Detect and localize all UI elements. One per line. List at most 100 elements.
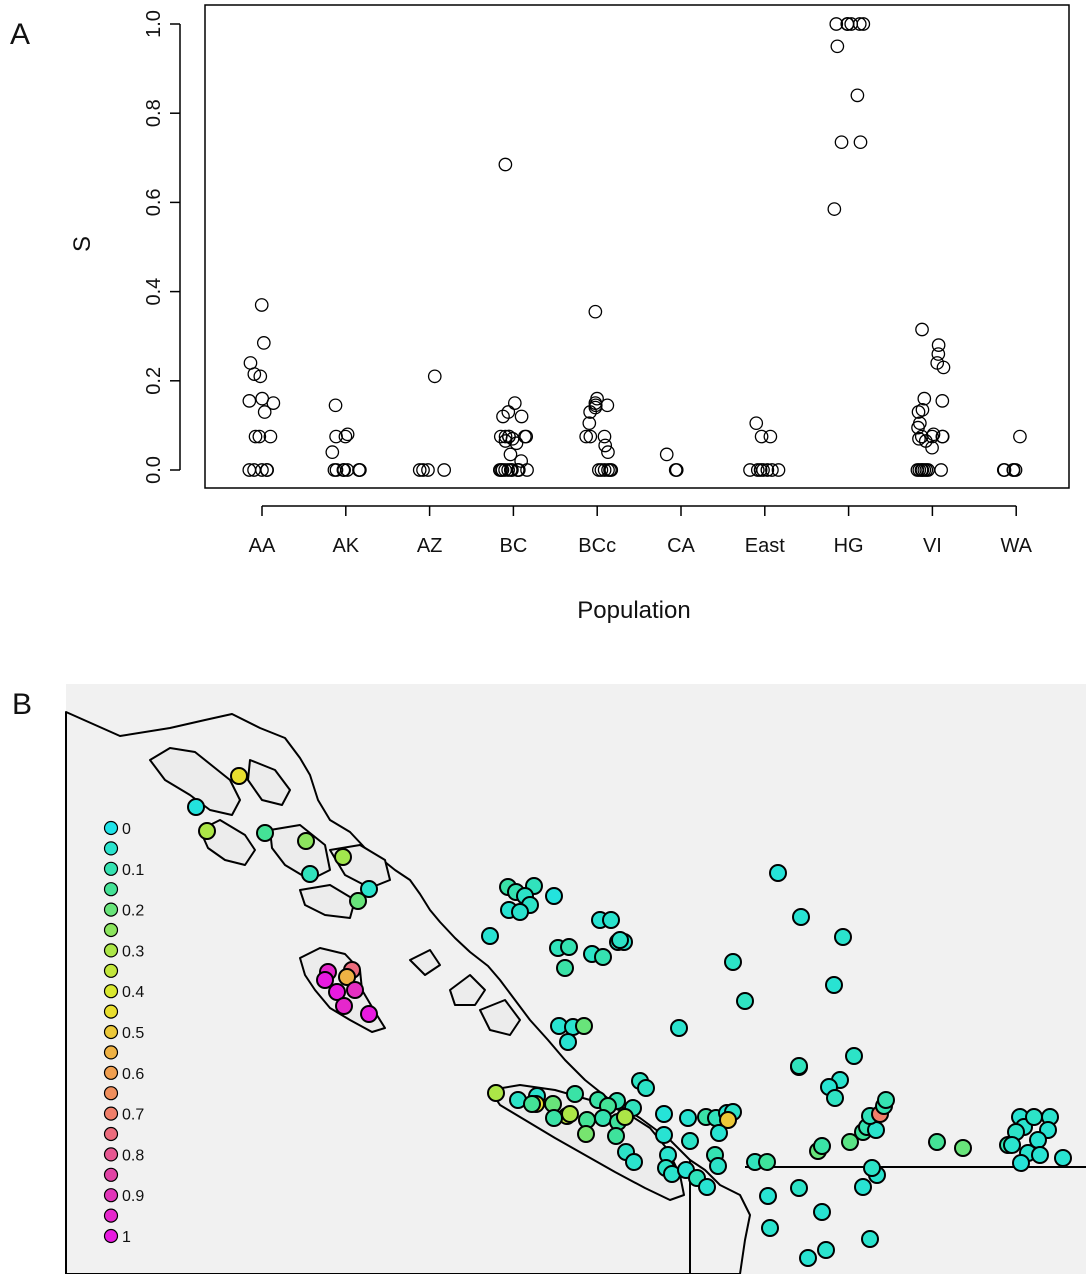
sample-point (230, 767, 248, 785)
data-point (579, 429, 594, 444)
sample-point (861, 1230, 879, 1248)
data-point (338, 429, 353, 444)
data-point (597, 463, 612, 477)
sample-point (858, 1118, 876, 1136)
sample-point (566, 1085, 584, 1103)
sample-point (556, 959, 574, 977)
sample-point (578, 1111, 596, 1129)
data-point (510, 463, 525, 477)
data-point (336, 463, 351, 477)
sample-point (301, 865, 319, 883)
data-point (600, 398, 615, 413)
sample-point (527, 1095, 545, 1113)
legend-label: 0.4 (122, 984, 144, 1001)
sample-point (698, 1178, 716, 1196)
data-point (601, 445, 615, 460)
sample-point (334, 848, 352, 866)
data-point (242, 394, 257, 408)
legend-swatch (103, 943, 119, 958)
legend-swatch (103, 841, 119, 856)
x-tick-label: East (745, 535, 785, 557)
x-axis-label: Population (577, 597, 690, 624)
data-point (498, 157, 513, 172)
legend-label: 1 (122, 1229, 131, 1246)
data-point (266, 396, 281, 410)
sample-point (813, 1203, 831, 1221)
sample-point (360, 1005, 378, 1023)
sample-point (799, 1249, 817, 1267)
sample-point (360, 880, 378, 898)
sample-point (544, 1095, 562, 1113)
sample-point (1039, 1121, 1057, 1139)
legend-swatch (103, 1045, 119, 1060)
sample-point (736, 992, 754, 1010)
data-point (754, 429, 769, 444)
legend-label: 0.1 (122, 862, 144, 879)
data-point (253, 369, 268, 384)
sample-point (761, 1219, 779, 1237)
sample-point (545, 887, 563, 905)
sample-point (591, 911, 609, 929)
sample-point (759, 1187, 777, 1205)
plot-frame (204, 4, 1070, 489)
sample-point (657, 1159, 675, 1177)
sample-point (625, 1153, 643, 1171)
data-point (340, 427, 355, 442)
legend-swatch (103, 1065, 119, 1080)
sample-point (338, 968, 356, 986)
legend-swatch (103, 1024, 119, 1040)
data-point (325, 445, 340, 460)
sample-point (697, 1108, 715, 1126)
legend-swatch (103, 1086, 119, 1101)
data-point (935, 429, 950, 444)
data-point (911, 420, 925, 435)
data-point (329, 429, 343, 444)
sample-point (577, 1125, 595, 1143)
data-point (840, 17, 855, 31)
sample-point (758, 1153, 776, 1171)
strip-chart: 0.0 0.2 0.4 0.6 0.8 1.0 AA AK AZ BC BCc CA East HG VI… (69, 4, 1070, 624)
sample-point (500, 901, 518, 919)
sample-point (999, 1136, 1017, 1154)
data-point (509, 436, 524, 451)
data-point (669, 463, 684, 477)
sample-point (790, 1179, 808, 1197)
data-point (247, 367, 262, 381)
legend-label: 0 (122, 821, 131, 838)
sample-point (550, 1017, 568, 1035)
sample-point (1011, 1108, 1029, 1126)
legend-swatch (103, 1167, 119, 1182)
data-point (910, 463, 925, 477)
legend-swatch (103, 1208, 119, 1223)
sample-point (509, 1091, 527, 1109)
sample-point (954, 1139, 972, 1157)
sample-point (719, 1111, 737, 1129)
data-point (501, 463, 515, 477)
x-tick-label: CA (667, 535, 695, 557)
sample-point (487, 1084, 505, 1102)
sample-point (1012, 1154, 1030, 1172)
sample-point (328, 983, 346, 1001)
sample-point (549, 939, 567, 957)
data-point (919, 463, 934, 477)
data-point (917, 391, 932, 406)
data-point (763, 429, 778, 444)
data-point (601, 463, 615, 477)
sample-point (928, 1133, 946, 1151)
sample-point (825, 976, 843, 994)
data-point (514, 409, 529, 424)
data-point (597, 429, 612, 444)
sample-point (564, 1018, 582, 1036)
data-point (829, 17, 844, 31)
sample-point (709, 1157, 727, 1175)
sample-point (594, 948, 612, 966)
data-point (749, 416, 764, 431)
sample-point (525, 877, 543, 895)
sample-point (817, 1241, 835, 1259)
sample-point (875, 1097, 893, 1115)
sample-point (877, 1091, 895, 1109)
data-point (496, 409, 510, 424)
legend-swatch (103, 1126, 119, 1142)
y-tick-label: 0.8 (143, 99, 165, 127)
sample-point (558, 1107, 576, 1125)
